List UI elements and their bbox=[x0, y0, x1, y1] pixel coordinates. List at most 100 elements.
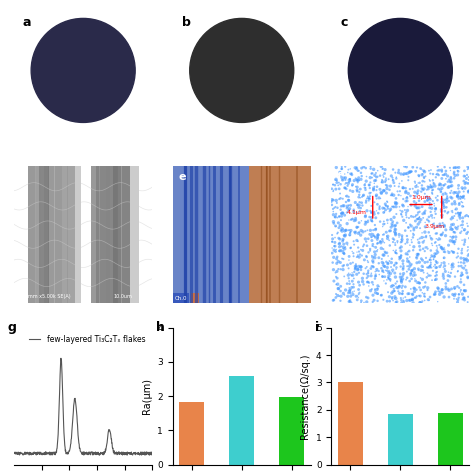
Point bbox=[434, 196, 441, 204]
Point bbox=[338, 165, 346, 173]
Point bbox=[332, 185, 340, 193]
Point bbox=[456, 288, 464, 296]
Point bbox=[405, 173, 412, 181]
Point bbox=[402, 219, 410, 227]
Point bbox=[445, 183, 452, 191]
Point bbox=[391, 295, 398, 302]
Point bbox=[453, 217, 461, 224]
Point bbox=[425, 213, 433, 221]
Point bbox=[340, 232, 348, 239]
Point bbox=[382, 249, 389, 256]
Point bbox=[432, 275, 440, 283]
Point bbox=[337, 222, 344, 229]
Text: i: i bbox=[315, 321, 319, 334]
Point bbox=[346, 297, 354, 304]
Point bbox=[340, 240, 347, 248]
Point bbox=[354, 253, 362, 260]
Point bbox=[451, 238, 458, 246]
Point bbox=[374, 210, 382, 217]
Point bbox=[456, 212, 463, 220]
Point bbox=[373, 183, 381, 191]
Point bbox=[330, 254, 337, 261]
Point bbox=[346, 271, 354, 278]
Point bbox=[442, 226, 450, 234]
Point bbox=[388, 283, 395, 290]
Point bbox=[414, 209, 422, 216]
Point bbox=[449, 238, 456, 246]
Point bbox=[424, 185, 432, 193]
Text: h: h bbox=[156, 321, 165, 334]
Point bbox=[368, 170, 376, 177]
Point bbox=[338, 242, 346, 250]
Point bbox=[389, 174, 396, 182]
Point bbox=[410, 284, 418, 292]
Point bbox=[359, 192, 367, 200]
Point bbox=[445, 176, 453, 183]
Point bbox=[433, 229, 441, 237]
Point bbox=[371, 221, 379, 229]
Point bbox=[440, 246, 448, 253]
Point bbox=[382, 178, 389, 186]
Point bbox=[440, 171, 448, 179]
Point bbox=[366, 247, 374, 255]
Point bbox=[371, 287, 379, 294]
Point bbox=[363, 177, 370, 185]
Point bbox=[455, 164, 463, 171]
Point bbox=[442, 190, 450, 198]
Point bbox=[349, 249, 357, 257]
Point bbox=[433, 268, 441, 275]
Point bbox=[424, 286, 431, 294]
Point bbox=[364, 278, 372, 286]
Point bbox=[400, 217, 408, 224]
Point bbox=[454, 191, 462, 198]
Point bbox=[449, 234, 456, 241]
Point bbox=[332, 248, 339, 255]
Point bbox=[392, 265, 400, 273]
Point bbox=[445, 272, 452, 280]
Point bbox=[339, 266, 347, 273]
Point bbox=[341, 163, 349, 171]
Point bbox=[455, 223, 462, 230]
Point bbox=[389, 203, 397, 210]
Point bbox=[349, 215, 356, 223]
Point bbox=[410, 272, 417, 279]
Point bbox=[399, 184, 406, 192]
Point bbox=[460, 294, 467, 302]
Point bbox=[403, 238, 411, 246]
Point bbox=[399, 257, 407, 264]
Point bbox=[408, 222, 415, 230]
Point bbox=[427, 196, 434, 203]
Point bbox=[455, 291, 463, 298]
Point bbox=[430, 202, 438, 210]
Point bbox=[358, 164, 365, 172]
Point bbox=[458, 247, 465, 255]
Point bbox=[431, 276, 439, 283]
Point bbox=[407, 285, 415, 293]
Point bbox=[383, 185, 391, 192]
Point bbox=[377, 163, 385, 170]
Point bbox=[381, 166, 389, 173]
Point bbox=[357, 263, 365, 271]
Point bbox=[404, 223, 412, 231]
Bar bbox=[229, 375, 254, 465]
Point bbox=[364, 192, 372, 200]
Point bbox=[359, 243, 367, 250]
Point bbox=[355, 263, 363, 270]
Point bbox=[399, 201, 406, 209]
Point bbox=[332, 203, 339, 210]
Point bbox=[397, 192, 405, 200]
Point bbox=[440, 201, 447, 209]
Point bbox=[433, 272, 440, 279]
Point bbox=[456, 211, 464, 219]
Point bbox=[408, 168, 416, 175]
Point bbox=[420, 269, 428, 276]
Point bbox=[397, 277, 405, 285]
Point bbox=[340, 246, 347, 254]
Point bbox=[390, 191, 398, 199]
Point bbox=[392, 259, 400, 267]
Point bbox=[433, 259, 441, 266]
Point bbox=[419, 289, 426, 297]
Point bbox=[388, 203, 396, 210]
Point bbox=[361, 181, 368, 189]
Point bbox=[360, 241, 368, 248]
